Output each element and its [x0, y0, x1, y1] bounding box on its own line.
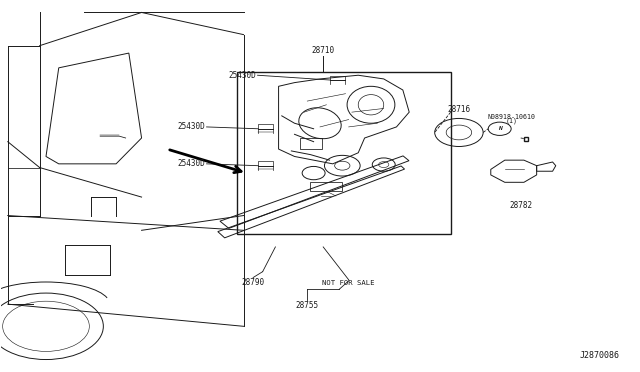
Text: 25430D: 25430D — [228, 71, 256, 80]
Text: 28716: 28716 — [447, 105, 470, 114]
Text: (1): (1) — [505, 118, 517, 124]
Text: 25430D: 25430D — [177, 159, 205, 169]
Text: 25430D: 25430D — [177, 122, 205, 131]
Text: 28755: 28755 — [296, 301, 319, 310]
Bar — [310, 182, 342, 191]
Text: 28790: 28790 — [241, 278, 265, 287]
Text: NOT FOR SALE: NOT FOR SALE — [323, 280, 375, 286]
Text: N: N — [498, 126, 502, 131]
Text: 28782: 28782 — [509, 201, 532, 210]
Bar — [237, 71, 451, 234]
Text: N08918-10610: N08918-10610 — [487, 113, 535, 119]
Text: 28710: 28710 — [312, 46, 335, 55]
Text: J2870086: J2870086 — [579, 350, 620, 359]
Bar — [300, 138, 322, 149]
